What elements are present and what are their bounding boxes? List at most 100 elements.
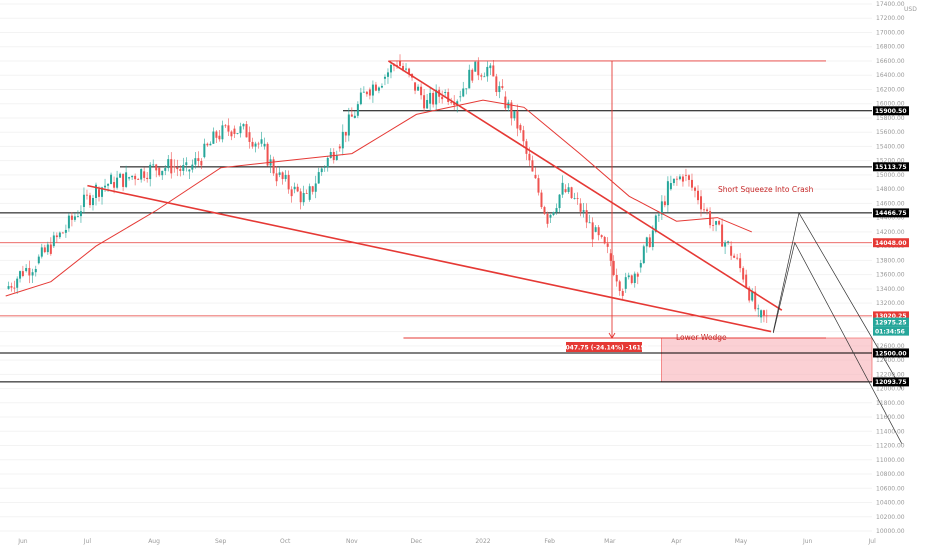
candle-body (194, 158, 197, 165)
candle-body (751, 291, 754, 301)
candle-body (621, 290, 624, 296)
currency-label: USD (904, 6, 917, 13)
x-tick-label: May (735, 538, 748, 545)
level-tag: 15113.75 (875, 164, 907, 171)
candle-body (365, 91, 368, 95)
candle-body (230, 131, 233, 137)
last-price-tag: 12975.25 (875, 319, 907, 326)
candle-body (477, 61, 480, 76)
candle-body (347, 114, 350, 136)
candle-body (31, 272, 34, 276)
candle-body (570, 187, 573, 199)
x-tick-label: Sep (215, 538, 227, 545)
annotations: -4047.75 (-24.14%) -16191 Lower Wedge Shor… (559, 185, 814, 353)
candle-body (736, 257, 739, 259)
candle-body (28, 267, 31, 276)
candle-body (191, 164, 194, 170)
candle-body (46, 244, 49, 253)
measure-label-box (566, 342, 642, 353)
candle-body (757, 308, 760, 310)
candle-body (426, 99, 429, 109)
x-tick-label: Jul (868, 538, 877, 545)
candle-body (444, 92, 447, 94)
candle-body (344, 131, 347, 136)
y-tick-label: 15400.00 (876, 143, 905, 150)
candle-body (236, 133, 239, 134)
candle-body (636, 273, 639, 277)
measure-arrow (608, 332, 616, 339)
candle-body (188, 169, 191, 172)
countdown-label: 01:34:56 (875, 328, 905, 335)
candle-body (594, 227, 597, 232)
candle-body (630, 275, 633, 284)
y-tick-label: 10000.00 (876, 528, 905, 535)
x-tick-label: Jun (802, 538, 813, 545)
candle-body (733, 255, 736, 258)
candle-body (423, 95, 426, 109)
x-tick-label: Feb (544, 538, 555, 545)
candle-body (642, 246, 645, 264)
candle-body (654, 215, 657, 232)
candle-body (648, 237, 651, 248)
candle-body (724, 242, 727, 247)
candle-body (119, 173, 122, 178)
candle-body (441, 96, 444, 100)
candle-body (91, 197, 94, 206)
candle-body (555, 208, 558, 213)
candle-body (10, 286, 13, 288)
candle-body (49, 244, 52, 254)
candle-body (681, 176, 684, 182)
candle-body (290, 189, 293, 197)
candle-body (61, 232, 64, 234)
candle-body (73, 216, 76, 220)
candle-body (239, 126, 242, 134)
candle-body (101, 187, 104, 197)
candle-body (383, 76, 386, 79)
candle-body (429, 92, 432, 104)
candle-body (263, 143, 266, 147)
y-tick-label: 12000.00 (876, 386, 905, 393)
candle-body (447, 92, 450, 103)
candle-body (742, 268, 745, 280)
candle-body (588, 222, 591, 224)
candle-body (82, 194, 85, 207)
candle-body (212, 131, 215, 144)
candle-body (275, 173, 278, 182)
lower-wedge-label: Lower Wedge (676, 333, 727, 342)
candle-body (79, 211, 82, 217)
candle-body (693, 187, 696, 191)
y-tick-label: 11800.00 (876, 400, 905, 407)
candle-body (131, 175, 134, 178)
candle-body (116, 177, 119, 188)
candle-body (362, 91, 365, 93)
candle-body (155, 164, 158, 171)
candle-body (609, 253, 612, 261)
candle-body (353, 115, 356, 118)
candle-body (483, 76, 486, 78)
candle-body (672, 178, 675, 184)
countdown-box (873, 326, 909, 336)
candle-body (513, 111, 516, 119)
candle-body (414, 82, 417, 91)
last-price-tag-box (873, 317, 909, 327)
candle-body (465, 88, 468, 90)
y-tick-label: 17000.00 (876, 29, 905, 36)
candle-body (64, 229, 67, 233)
candle-body (498, 86, 501, 93)
candle-body (37, 256, 40, 264)
grid (0, 3, 872, 532)
candle-body (43, 247, 46, 253)
x-tick-label: Nov (346, 538, 358, 545)
candle-body (7, 286, 10, 289)
candle-body (540, 192, 543, 208)
x-tick-label: Jun (17, 538, 28, 545)
candle-body (76, 216, 79, 217)
candle-body (13, 287, 16, 289)
target-zone (661, 337, 873, 383)
candle-body (597, 227, 600, 236)
candle-body (507, 102, 510, 109)
candle-body (748, 287, 751, 301)
candle-body (453, 102, 456, 106)
candle-body (167, 159, 170, 169)
candle-body (299, 191, 302, 203)
